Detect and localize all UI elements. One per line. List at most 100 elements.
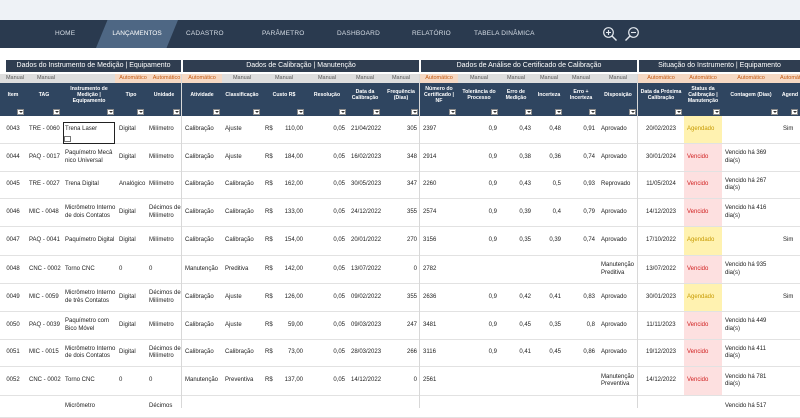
cell-data[interactable]: 21/04/2022 <box>351 125 382 132</box>
cell-tipo[interactable]: Digital <box>119 125 136 132</box>
cell-ei[interactable]: 0,74 <box>583 153 595 160</box>
cell-res[interactable]: 0,05 <box>333 265 345 272</box>
cell-clas[interactable]: Calibração <box>225 181 254 188</box>
cell-ativ[interactable]: Calibração <box>185 125 214 132</box>
cell-inst[interactable]: Paquímetro com Bico Móvel <box>65 318 110 332</box>
cell-unid[interactable]: Décimos <box>149 402 173 409</box>
cell-item[interactable]: 0044 <box>6 153 20 160</box>
cell-res[interactable] <box>306 396 348 417</box>
cell-inst[interactable]: Paquímetro Digital <box>65 237 115 244</box>
cell-erro[interactable]: 0,43 <box>519 125 531 132</box>
cell-disp[interactable] <box>598 396 638 417</box>
cell-tipo[interactable]: 0 <box>119 265 123 272</box>
cell-cont[interactable]: Vencido há 416 dia(s) <box>725 205 767 219</box>
cell-tol[interactable]: 0,9 <box>488 349 497 356</box>
cell-erro[interactable] <box>498 256 534 283</box>
cell-cont[interactable]: Vencido há 267 dia(s) <box>725 177 767 192</box>
cell-inc[interactable] <box>534 367 564 395</box>
cell-erro[interactable]: 0,45 <box>519 321 531 328</box>
cell-disp[interactable]: Manutenção Preventiva <box>601 373 635 388</box>
cell-ativ[interactable]: Manutenção <box>185 265 219 272</box>
cell-prox[interactable]: 19/12/2023 <box>645 349 677 356</box>
cell-item[interactable]: 0051 <box>6 349 20 356</box>
filter-dropdown-button[interactable] <box>173 109 180 115</box>
cell-inst[interactable]: Micrômetro Interno de dois Contatos <box>65 205 116 219</box>
cell-tol[interactable] <box>458 396 500 417</box>
filter-dropdown-button[interactable] <box>525 109 532 115</box>
cell-custo[interactable]: 184,00 <box>284 153 303 160</box>
cell-item[interactable]: 0047 <box>6 237 20 244</box>
cell-freq[interactable]: 355 <box>406 293 417 300</box>
cell-unid[interactable]: Décimos de Milímetro <box>149 345 181 360</box>
cell-item[interactable]: 0052 <box>6 377 20 384</box>
cell-ativ[interactable] <box>182 396 222 417</box>
cell-ei[interactable]: 0,79 <box>583 208 595 215</box>
cell-erro[interactable] <box>498 396 534 417</box>
cell-disp[interactable]: Aprovado <box>601 153 627 160</box>
cell-data[interactable]: 13/07/2022 <box>351 265 382 272</box>
cell-disp[interactable]: Reprovado <box>601 181 631 188</box>
cell-freq[interactable]: 247 <box>406 321 417 328</box>
cell-clas[interactable]: Preditiva <box>225 265 249 272</box>
cell-inc[interactable]: 0,36 <box>549 153 561 160</box>
cell-item[interactable]: 0043 <box>6 125 20 132</box>
cell-clas[interactable]: Preventiva <box>225 377 254 384</box>
cell-ag[interactable]: Sim <box>783 237 794 244</box>
cell-erro[interactable]: 0,41 <box>519 349 531 356</box>
cell-tag[interactable]: CNC - 0002 <box>29 265 61 272</box>
cell-tol[interactable]: 0,9 <box>488 293 497 300</box>
cell-prox[interactable]: 17/10/2022 <box>645 237 677 244</box>
cell-custo[interactable]: 126,00 <box>284 293 303 300</box>
cell-disp[interactable]: Aprovado <box>601 208 627 215</box>
cell-cert[interactable]: 3116 <box>423 349 436 356</box>
zoom-in-icon[interactable] <box>602 26 618 42</box>
cell-inc[interactable]: 0,5 <box>552 181 561 188</box>
cell-inst[interactable]: Trena Digital <box>65 181 99 188</box>
cell-tag[interactable]: PAQ - 0041 <box>29 237 60 244</box>
cell-ativ[interactable]: Manutenção <box>185 377 219 384</box>
cell-res[interactable]: 0,05 <box>333 208 345 215</box>
cell-ativ[interactable]: Calibração <box>185 153 214 160</box>
cell-cont[interactable] <box>722 227 780 255</box>
cell-cert[interactable]: 2782 <box>423 265 437 272</box>
cell-item[interactable]: 0050 <box>6 321 20 328</box>
cell-clas[interactable]: Ajuste <box>225 125 242 132</box>
cell-tag[interactable]: TRE - 0027 <box>29 181 60 188</box>
cell-inc[interactable] <box>534 256 564 283</box>
cell-cont[interactable]: Vencido há 935 dia(s) <box>725 262 767 276</box>
cell-prox[interactable]: 14/12/2023 <box>645 208 677 215</box>
cell-data[interactable]: 09/03/2023 <box>351 321 382 328</box>
cell-unid[interactable]: Milímetro <box>149 153 174 160</box>
cell-erro[interactable]: 0,43 <box>519 181 531 188</box>
filter-dropdown-button[interactable] <box>555 109 562 115</box>
cell-erro[interactable] <box>498 367 534 395</box>
cell-custo[interactable]: 154,00 <box>284 237 303 244</box>
cell-ag[interactable]: Sim <box>783 293 794 300</box>
cell-status[interactable]: Vencido <box>684 312 722 339</box>
cell-tag[interactable]: MIC - 0015 <box>29 349 59 356</box>
cell-res[interactable]: 0,05 <box>333 237 345 244</box>
cell-prox[interactable]: 11/05/2024 <box>646 181 676 188</box>
cell-custo[interactable]: 110,00 <box>285 125 303 132</box>
cell-ag[interactable] <box>780 396 800 417</box>
cell-tol[interactable]: 0,9 <box>488 181 497 188</box>
cell-cert[interactable]: 3481 <box>423 321 437 328</box>
cell-freq[interactable]: 355 <box>406 208 417 215</box>
cell-unid[interactable]: 0 <box>149 377 153 384</box>
cell-custo[interactable]: 137,00 <box>284 377 303 384</box>
cell-custo[interactable]: 59,00 <box>287 321 303 328</box>
cell-data[interactable]: 09/02/2022 <box>351 293 382 300</box>
filter-dropdown-button[interactable] <box>449 109 456 115</box>
cell-unid[interactable]: Décimos de Milímetro <box>149 290 181 304</box>
cell-disp[interactable]: Manutenção Preditiva <box>601 262 635 276</box>
cell-tag[interactable]: MIC - 0048 <box>29 208 59 215</box>
cell-ag[interactable] <box>780 312 800 339</box>
cell-inst[interactable]: Torno CNC <box>65 377 95 384</box>
cell-status[interactable]: Agendado <box>684 284 722 311</box>
cell-unid[interactable]: Décimos de Milímetro <box>149 205 181 219</box>
cell-data[interactable]: 16/02/2023 <box>351 153 382 160</box>
cell-ei[interactable]: 0,86 <box>583 349 595 356</box>
cell-ag[interactable]: Sim <box>783 125 794 132</box>
cell-status[interactable]: Vencido <box>684 256 722 283</box>
cell-custo[interactable] <box>262 396 306 417</box>
